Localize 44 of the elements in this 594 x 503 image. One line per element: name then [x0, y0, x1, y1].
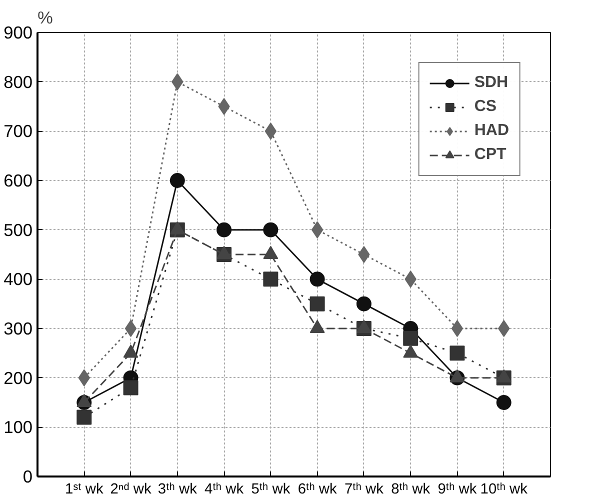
y-tick-label: 500 — [4, 220, 33, 240]
x-tick-label: 5ᵗʰ wk — [251, 482, 291, 498]
y-tick-label: 900 — [4, 22, 33, 42]
point — [496, 395, 512, 410]
legend-label: HAD — [474, 122, 509, 140]
point — [218, 98, 230, 115]
x-tick-label: 7ᵗʰ wk — [344, 482, 384, 498]
point — [216, 222, 232, 238]
y-tick-label: 600 — [4, 170, 33, 190]
y-tick-label: 400 — [4, 269, 33, 290]
point — [403, 330, 418, 346]
point — [451, 320, 464, 337]
x-tick-label: 4ᵗʰ wk — [204, 482, 244, 498]
x-tick-label: 6ᵗʰ wk — [298, 482, 338, 498]
point — [76, 410, 92, 425]
y-tick-label: 0 — [22, 466, 33, 486]
point — [263, 272, 278, 287]
legend-label: CPT — [474, 146, 506, 164]
x-tick-label: 10ᵗʰ wk — [480, 482, 528, 498]
point — [310, 296, 325, 312]
y-tick-label: 800 — [4, 72, 33, 92]
x-tick-label: 3ᵗʰ wk — [158, 482, 198, 498]
x-tick-label: 8ᵗʰ wk — [391, 482, 431, 498]
y-tick-label: 200 — [4, 368, 33, 388]
point — [264, 122, 277, 140]
point — [263, 222, 278, 238]
y-tick-label: 300 — [4, 318, 33, 338]
point — [311, 221, 324, 238]
y-tick-label: 700 — [4, 121, 33, 142]
y-axis-title: % — [38, 8, 53, 28]
legend-label: SDH — [474, 74, 508, 92]
point — [170, 173, 185, 188]
point — [356, 296, 372, 312]
x-tick-label: 9ᵗʰ wk — [438, 482, 478, 498]
x-tick-label: 1ˢᵗ wk — [64, 482, 104, 498]
point — [124, 320, 137, 337]
legend-label: CS — [474, 98, 497, 116]
point — [498, 320, 510, 337]
point — [310, 272, 325, 287]
y-tick-label: 100 — [4, 417, 33, 438]
point — [358, 246, 370, 263]
x-tick-label: 2ⁿᵈ wk — [110, 482, 152, 498]
point — [450, 346, 465, 361]
point — [123, 380, 138, 396]
